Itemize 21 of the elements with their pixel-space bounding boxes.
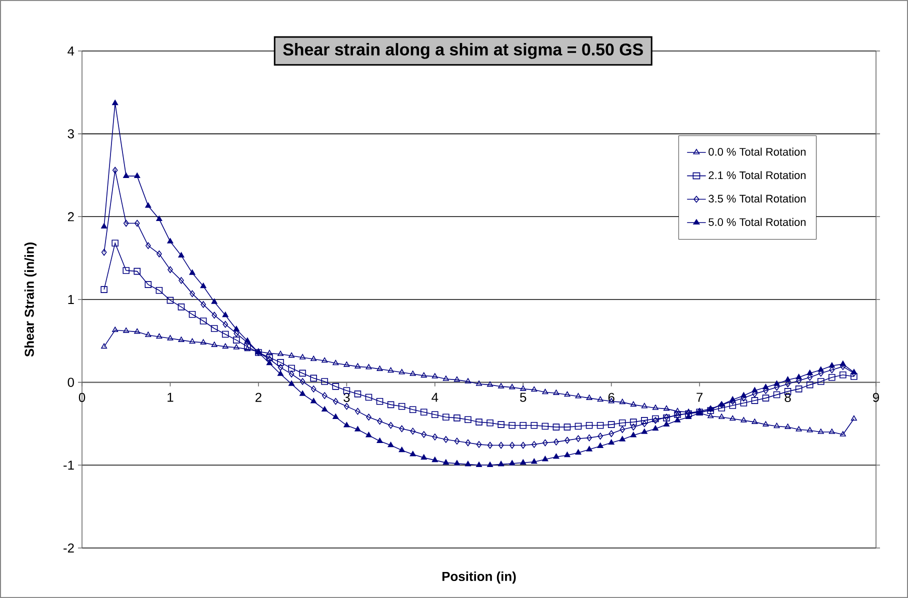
y-tick-label: 4	[68, 46, 74, 56]
y-axis-title: Shear Strain (in/in)	[24, 242, 36, 357]
x-tick-label: 9	[873, 392, 880, 402]
x-tick-label: 0	[78, 392, 86, 402]
x-axis-title: Position (in)	[442, 572, 516, 584]
x-tick-label: 2	[256, 392, 262, 402]
x-tick-label: 4	[432, 392, 438, 402]
legend-label: 0.0 % Total Rotation	[708, 148, 806, 156]
legend-label: 3.5 % Total Rotation	[708, 194, 806, 203]
x-tick-label: 5	[520, 392, 526, 402]
y-tick-label: 1	[68, 295, 74, 304]
x-tick-label: 1	[168, 392, 174, 402]
y-tick-label: 0	[68, 378, 74, 387]
y-tick-label: -2	[64, 543, 74, 553]
x-tick-label: 7	[696, 392, 703, 402]
legend-label: 5.0 % Total Rotation	[708, 218, 806, 226]
y-tick-label: 3	[68, 129, 74, 138]
y-tick-label: 2	[68, 212, 74, 222]
chart-title: Shear strain along a shim at sigma = 0.50 GS	[283, 43, 643, 59]
legend-label: 2.1 % Total Rotation	[708, 171, 806, 180]
y-tick-label: -1	[64, 460, 74, 470]
